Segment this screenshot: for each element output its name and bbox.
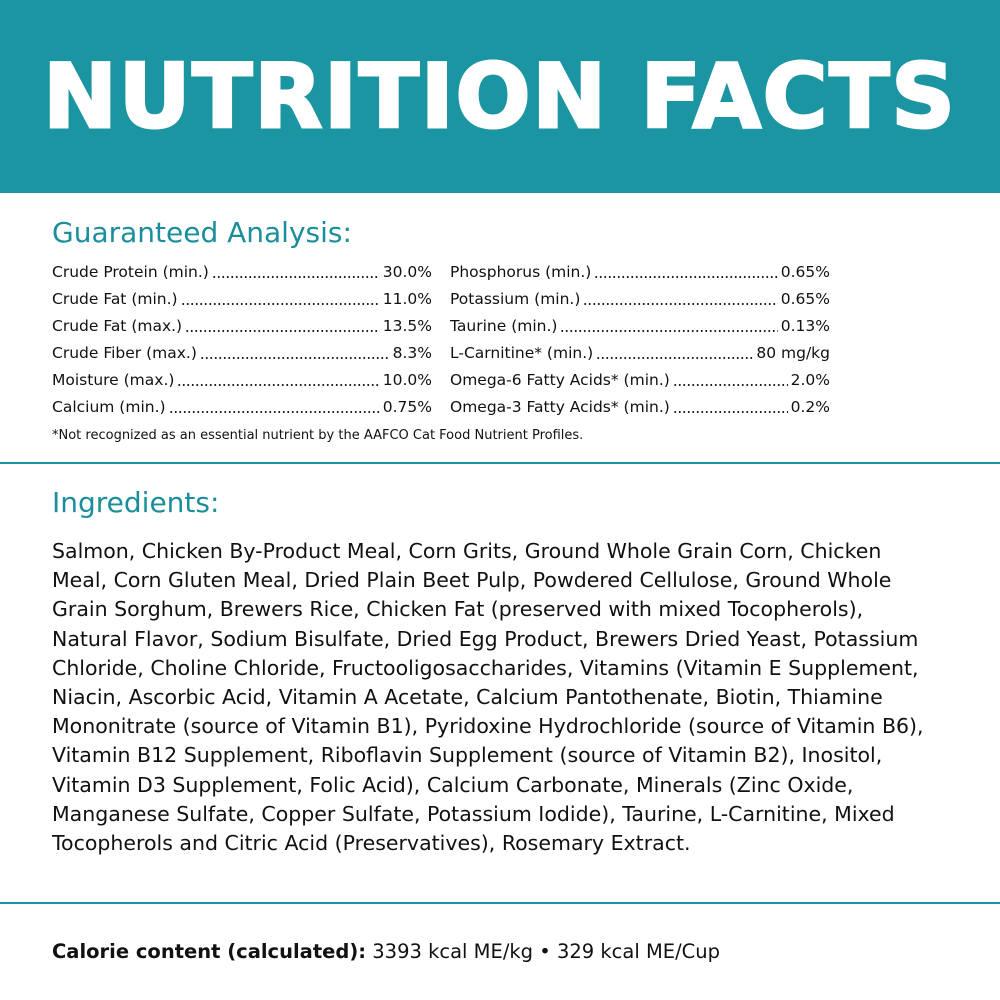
nutrient-label: L-Carnitine* (min.) [450,344,594,362]
nutrient-value: 30.0% [382,263,432,281]
analysis-row: Crude Fat (max.) 13.5% [52,313,432,340]
nutrient-value: 8.3% [392,344,432,362]
nutrient-label: Crude Fat (min.) [52,290,178,308]
analysis-row: Crude Fiber (max.) 8.3% [52,340,432,367]
dot-leader [185,330,380,332]
calorie-line: Calorie content (calculated): 3393 kcal … [52,940,720,963]
analysis-row: Potassium (min.) 0.65% [450,286,830,313]
dot-leader [177,384,380,386]
header-band: NUTRITION FACTS [0,0,1000,193]
dot-leader [168,411,380,413]
nutrient-label: Crude Protein (min.) [52,263,209,281]
nutrient-label: Crude Fiber (max.) [52,344,197,362]
title: NUTRITION FACTS [42,45,957,148]
nutrient-label: Crude Fat (max.) [52,317,183,335]
dot-leader [596,357,754,359]
dot-leader [583,303,778,305]
calorie-label: Calorie content (calculated): [52,940,367,963]
nutrient-value: 0.13% [780,317,830,335]
analysis-right: Phosphorus (min.) 0.65% Potassium (min.) 0.… [450,259,830,421]
nutrient-value: 2.0% [790,371,830,389]
dot-leader [594,276,778,278]
nutrient-label: Omega-6 Fatty Acids* (min.) [450,371,670,389]
nutrient-value: 13.5% [382,317,432,335]
nutrient-value: 0.65% [780,263,830,281]
nutrient-value: 0.65% [780,290,830,308]
analysis-row: Calcium (min.) 0.75% [52,394,432,421]
analysis-row: Taurine (min.) 0.13% [450,313,830,340]
divider [0,902,1000,904]
dot-leader [211,276,380,278]
nutrient-label: Calcium (min.) [52,398,166,416]
analysis-row: Omega-3 Fatty Acids* (min.) 0.2% [450,394,830,421]
nutrient-value: 10.0% [382,371,432,389]
dot-leader [672,384,788,386]
calorie-value: 3393 kcal ME/kg • 329 kcal ME/Cup [372,940,721,963]
dot-leader [180,303,380,305]
analysis-left: Crude Protein (min.) 30.0% Crude Fat (min.… [52,259,432,421]
analysis-heading: Guaranteed Analysis: [52,216,352,249]
nutrient-label: Moisture (max.) [52,371,175,389]
analysis-row: Phosphorus (min.) 0.65% [450,259,830,286]
analysis-row: Crude Fat (min.) 11.0% [52,286,432,313]
ingredients-text: Salmon, Chicken By-Product Meal, Corn Gr… [52,539,924,856]
nutrient-label: Potassium (min.) [450,290,581,308]
dot-leader [560,330,778,332]
footnote: *Not recognized as an essential nutrient… [52,428,584,443]
divider [0,462,1000,464]
analysis-row: Crude Protein (min.) 30.0% [52,259,432,286]
nutrient-label: Taurine (min.) [450,317,558,335]
nutrient-label: Omega-3 Fatty Acids* (min.) [450,398,670,416]
nutrient-value: 11.0% [382,290,432,308]
ingredients-heading: Ingredients: [52,486,220,519]
dot-leader [199,357,390,359]
analysis-row: Omega-6 Fatty Acids* (min.) 2.0% [450,367,830,394]
analysis-row: Moisture (max.) 10.0% [52,367,432,394]
dot-leader [672,411,788,413]
nutrient-value: 80 mg/kg [756,344,830,362]
nutrient-value: 0.2% [790,398,830,416]
nutrient-value: 0.75% [382,398,432,416]
analysis-row: L-Carnitine* (min.) 80 mg/kg [450,340,830,367]
nutrient-label: Phosphorus (min.) [450,263,592,281]
